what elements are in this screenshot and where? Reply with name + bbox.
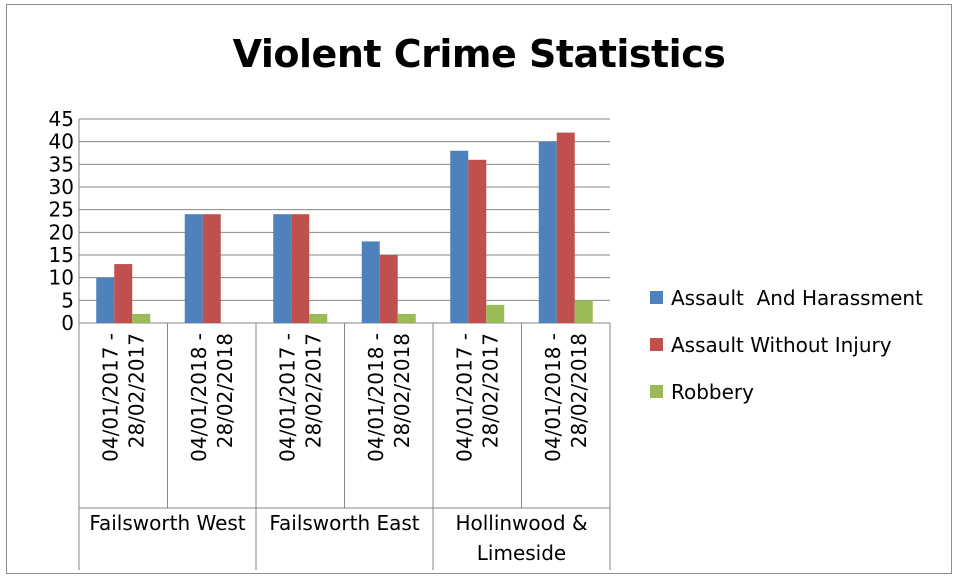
bar xyxy=(361,241,380,323)
bar xyxy=(556,132,575,323)
x-tick-label: 28/02/2017 xyxy=(124,333,148,448)
x-tick-label: 28/02/2018 xyxy=(390,333,414,448)
x-tick-label: 04/01/2017 - xyxy=(452,333,476,462)
legend-label-assault-harassment: Assault And Harassment xyxy=(671,285,923,310)
legend-swatch-robbery xyxy=(650,385,663,398)
chart-legend: Assault And Harassment Assault Without I… xyxy=(650,274,923,415)
bar xyxy=(96,277,115,323)
x-tick-label: 28/02/2017 xyxy=(478,333,502,448)
y-tick-label: 30 xyxy=(49,175,74,199)
legend-item-robbery: Robbery xyxy=(650,368,923,415)
legend-item-assault-without-injury: Assault Without Injury xyxy=(650,321,923,368)
bar xyxy=(202,214,221,323)
y-tick-label: 5 xyxy=(61,288,74,312)
bar xyxy=(114,264,133,323)
legend-label-robbery: Robbery xyxy=(671,379,754,404)
x-tick-label: 04/01/2018 - xyxy=(187,333,211,462)
bar xyxy=(468,159,487,323)
chart-title: Violent Crime Statistics xyxy=(232,32,726,76)
bar xyxy=(379,255,398,323)
y-tick-label: 35 xyxy=(49,152,74,176)
x-tick-label: 04/01/2018 - xyxy=(541,333,565,462)
group-label: Failsworth East xyxy=(269,511,419,535)
legend-swatch-assault-harassment xyxy=(650,291,663,304)
group-label: Limeside xyxy=(477,541,566,565)
bar xyxy=(184,214,203,323)
y-tick-label: 40 xyxy=(49,130,74,154)
legend-swatch-assault-without-injury xyxy=(650,338,663,351)
bar xyxy=(574,300,593,323)
y-tick-label: 20 xyxy=(49,220,74,244)
y-tick-label: 25 xyxy=(49,198,74,222)
y-tick-label: 45 xyxy=(49,107,74,131)
x-tick-label: 04/01/2017 - xyxy=(275,333,299,462)
bar xyxy=(132,313,151,323)
bar xyxy=(309,313,328,323)
bar xyxy=(273,214,292,323)
group-label: Hollinwood & xyxy=(455,511,587,535)
y-tick-label: 10 xyxy=(49,266,74,290)
bar xyxy=(486,304,505,323)
x-tick-label: 28/02/2018 xyxy=(567,333,591,448)
group-label: Failsworth West xyxy=(89,511,245,535)
bar xyxy=(538,141,557,323)
x-tick-label: 28/02/2017 xyxy=(301,333,325,448)
x-tick-label: 04/01/2018 - xyxy=(364,333,388,462)
x-tick-label: 04/01/2017 - xyxy=(98,333,122,462)
x-tick-label: 28/02/2018 xyxy=(213,333,237,448)
bar xyxy=(291,214,310,323)
bar xyxy=(450,150,469,323)
legend-label-assault-without-injury: Assault Without Injury xyxy=(671,332,892,357)
legend-item-assault-harassment: Assault And Harassment xyxy=(650,274,923,321)
y-tick-label: 0 xyxy=(61,311,74,335)
y-tick-label: 15 xyxy=(49,243,74,267)
bar xyxy=(397,313,416,323)
